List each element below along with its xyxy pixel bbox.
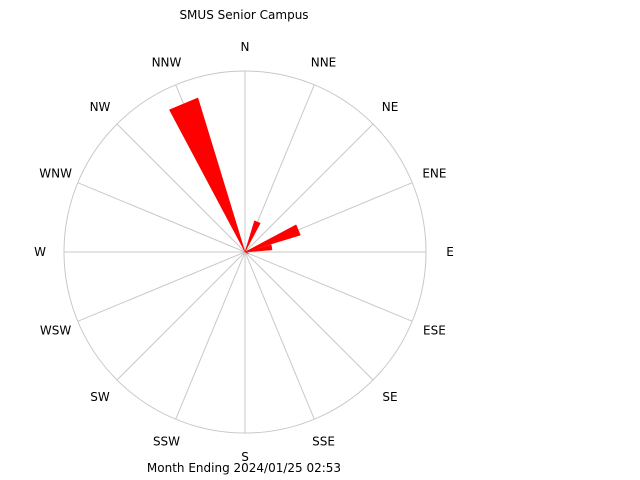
spoke-sse: [244, 251, 315, 420]
direction-label-nnw: NNW: [152, 56, 182, 70]
spoke-nw: [116, 123, 246, 253]
spoke-ne: [244, 123, 374, 253]
direction-label-sw: SW: [90, 390, 110, 404]
direction-label-ese: ESE: [423, 324, 446, 338]
wind-petal-0: [169, 97, 246, 253]
spoke-se: [244, 251, 374, 381]
direction-label-w: W: [34, 245, 46, 259]
spoke-sw: [116, 251, 246, 381]
wind-petal-3: [244, 251, 249, 255]
direction-label-n: N: [241, 40, 250, 54]
direction-label-ssw: SSW: [153, 434, 180, 448]
direction-label-sse: SSE: [312, 434, 335, 448]
direction-label-nne: NNE: [311, 56, 337, 70]
direction-label-wnw: WNW: [39, 167, 72, 181]
wind-petal-4: [244, 244, 273, 253]
spoke-wsw: [77, 251, 246, 322]
chart-footer: Month Ending 2024/01/25 02:53: [147, 461, 341, 475]
direction-label-s: S: [241, 450, 249, 464]
direction-label-nw: NW: [90, 100, 111, 114]
wind-petal-1: [244, 220, 261, 253]
direction-label-ne: NE: [382, 100, 399, 114]
chart-title: SMUS Senior Campus: [179, 8, 308, 22]
direction-label-wsw: WSW: [40, 324, 71, 338]
wind-petal-2: [244, 224, 301, 253]
direction-label-ene: ENE: [422, 167, 446, 181]
spoke-ssw: [175, 251, 246, 420]
direction-label-e: E: [446, 245, 454, 259]
direction-label-se: SE: [382, 390, 397, 404]
spoke-ese: [244, 251, 413, 322]
spoke-wnw: [77, 182, 246, 253]
